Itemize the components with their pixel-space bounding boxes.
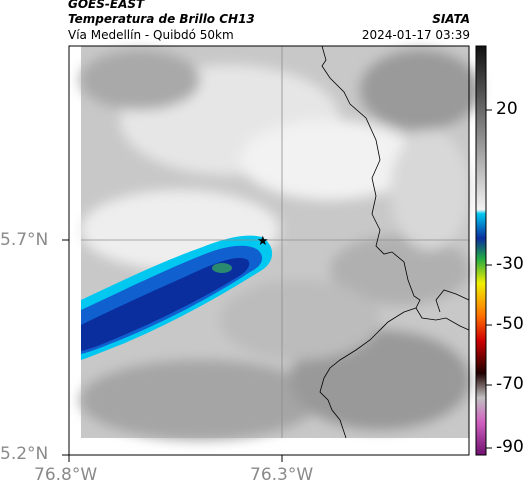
- location-star-icon: ★: [257, 234, 269, 249]
- cloud-texture: [80, 50, 480, 440]
- colorbar: [475, 45, 487, 456]
- satellite-name: GOES-EAST: [68, 0, 145, 11]
- lon-label-1: 76.8°W: [34, 465, 98, 485]
- lat-label-2: 5.2°N: [0, 444, 49, 464]
- cloud-band-core: [81, 258, 250, 351]
- region-label: Vía Medellín - Quibdó 50km: [68, 28, 234, 42]
- datetime-label: 2024-01-17 03:39: [361, 28, 470, 42]
- product-title: Temperatura de Brillo CH13: [68, 12, 255, 26]
- colorbar-label-m90: -90: [496, 437, 524, 457]
- colorbar-label-m30: -30: [496, 254, 524, 274]
- colorbar-label-m50: -50: [496, 314, 524, 334]
- colorbar-label-20: 20: [496, 99, 518, 119]
- border-line-2: [435, 289, 470, 313]
- border-line: [321, 45, 470, 331]
- agency-label: SIATA: [432, 12, 470, 26]
- lat-label-1: 5.7°N: [0, 230, 49, 250]
- colorbar-label-m70: -70: [496, 374, 524, 394]
- lon-label-2: 76.3°W: [250, 465, 314, 485]
- border-line-3: [319, 307, 417, 439]
- cloud-core-spot: [212, 263, 232, 273]
